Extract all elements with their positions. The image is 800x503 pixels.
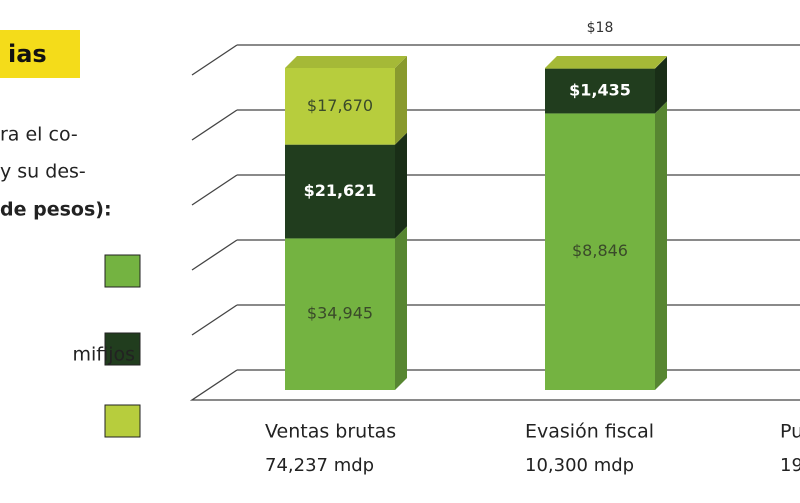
- intro-line: y su des-: [0, 161, 86, 183]
- bar-segment: [285, 68, 395, 145]
- bar-segment: [545, 68, 655, 69]
- bar-side: [655, 56, 667, 69]
- bar-side: [395, 56, 407, 145]
- x-tick-label: Pu: [780, 421, 800, 443]
- x-tick-label: Ventas brutas: [265, 421, 396, 443]
- bar-segment: [285, 144, 395, 239]
- category-total: 10,300 mdp: [525, 455, 634, 476]
- bar-side: [395, 132, 407, 239]
- bar-segment: [285, 238, 395, 390]
- bar-side: [655, 101, 667, 391]
- data-label: $17,670: [307, 96, 373, 115]
- intro-line: de pesos):: [0, 199, 112, 221]
- data-label: $8,846: [572, 241, 628, 260]
- bar-side: [655, 56, 667, 114]
- legend-swatch: [104, 254, 141, 288]
- x-tick-label: Evasión fiscal: [525, 421, 654, 443]
- data-label: $34,945: [307, 304, 373, 323]
- category-total: 74,237 mdp: [265, 455, 374, 476]
- bar-top: [285, 56, 407, 68]
- intro-line: ra el co-: [0, 124, 78, 146]
- legend-label: mifijos: [72, 344, 135, 366]
- legend-swatch: [104, 332, 141, 366]
- data-label: $21,621: [304, 181, 377, 200]
- heading-box: [0, 30, 80, 78]
- bar-segment: [545, 113, 655, 391]
- category-total: 19: [780, 455, 800, 476]
- grid: [189, 44, 800, 401]
- bar-segment: [545, 68, 655, 114]
- bar-side: [395, 226, 407, 390]
- data-label: $1,435: [569, 80, 631, 99]
- heading: ias: [8, 40, 47, 68]
- data-label: $18: [587, 20, 614, 36]
- legend-swatch: [104, 404, 141, 438]
- bar-top: [545, 56, 667, 68]
